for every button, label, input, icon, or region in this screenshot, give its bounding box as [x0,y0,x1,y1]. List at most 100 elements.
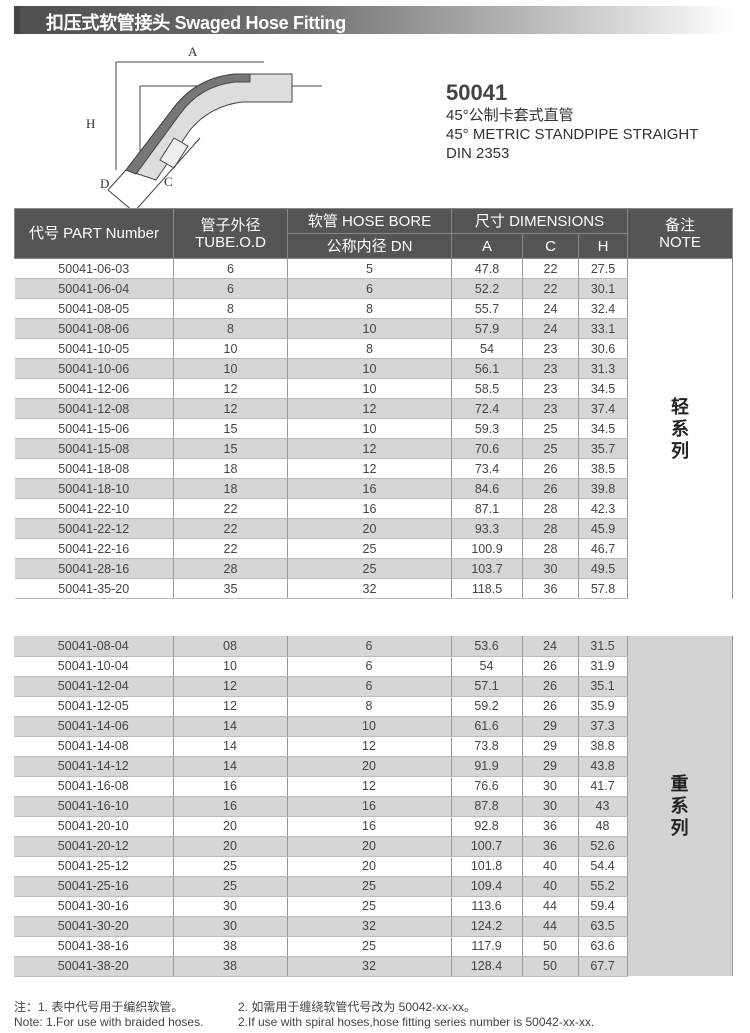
dim-a: 56.1 [451,358,523,379]
tube-od: 15 [173,438,288,459]
part-number: 50041-15-08 [14,438,174,459]
dim-c: 36 [522,816,579,837]
part-number: 50041-22-12 [14,518,174,539]
title-accent [14,6,20,34]
table-row: 50041-12-08 12 12 72.4 23 37.4 [14,398,733,419]
tube-od: 28 [173,558,288,579]
label-d: D [100,176,109,191]
dim-c: 50 [522,936,579,957]
dim-h: 32.4 [578,298,629,319]
dim-a: 87.8 [451,796,523,817]
part-number: 50041-10-05 [14,338,174,359]
dim-h: 38.5 [578,458,629,479]
dim-c: 40 [522,876,579,897]
label-c: C [164,174,173,189]
dim-a: 124.2 [451,916,523,937]
dim-c: 26 [522,458,579,479]
table-row: 50041-22-10 22 16 87.1 28 42.3 [14,498,733,519]
table-row: 50041-18-08 18 12 73.4 26 38.5 [14,458,733,479]
dim-h: 48 [578,816,628,837]
header-tube-en: TUBE.O.D [195,233,266,251]
hose-bore-dn: 32 [287,956,452,977]
table-row: 50041-14-12 14 20 91.9 29 43.8 [14,756,732,777]
dim-c: 30 [522,776,579,797]
tube-od: 30 [173,896,288,917]
header-part-number: 代号 PART Number [14,208,174,259]
dim-c: 23 [522,338,579,359]
hose-bore-dn: 10 [287,716,452,737]
dim-h: 63.6 [578,936,628,957]
dim-h: 27.5 [578,258,629,279]
dim-a: 100.7 [451,836,523,857]
tube-od: 10 [173,656,288,677]
dim-a: 57.1 [451,676,523,697]
series-label-char: 列 [671,440,690,461]
dim-h: 33.1 [578,318,629,339]
heavy-series-table: 50041-08-04 08 6 53.6 24 31.5 重系列 50041-10-04 10… [14,636,733,977]
dim-h: 30.6 [578,338,629,359]
dim-c: 30 [522,796,579,817]
part-number: 50041-25-16 [14,876,174,897]
tube-od: 22 [173,498,288,519]
label-h: H [86,116,95,131]
table-row: 50041-10-06 10 10 56.1 23 31.3 [14,358,733,379]
dim-h: 35.1 [578,676,628,697]
table-row: 50041-10-04 10 6 54 26 31.9 [14,656,732,677]
dim-h: 38.8 [578,736,628,757]
dim-c: 22 [522,278,579,299]
dim-c: 30 [522,558,579,579]
hose-bore-dn: 16 [287,816,452,837]
dim-a: 73.8 [451,736,523,757]
dim-a: 73.4 [451,458,523,479]
part-number: 50041-20-12 [14,836,174,857]
dim-c: 23 [522,398,579,419]
dim-a: 59.3 [451,418,523,439]
dim-c: 26 [522,696,579,717]
part-number: 50041-12-06 [14,378,174,399]
table-row: 50041-16-08 16 12 76.6 30 41.7 [14,776,732,797]
table-row: 50041-38-16 38 25 117.9 50 63.6 [14,936,732,957]
dim-a: 55.7 [451,298,523,319]
product-info: 50041 45°公制卡套式直管 45° METRIC STANDPIPE ST… [446,80,698,163]
hose-bore-dn: 25 [287,538,452,559]
series-label-char: 系 [670,796,689,816]
tube-od: 25 [173,856,288,877]
table-row: 50041-08-06 8 10 57.9 24 33.1 [14,318,733,339]
part-number: 50041-22-16 [14,538,174,559]
dim-c: 44 [522,896,579,917]
product-standard: DIN 2353 [446,145,510,162]
table-row: 50041-12-04 12 6 57.1 26 35.1 [14,676,732,697]
dim-c: 26 [522,656,579,677]
dim-a: 113.6 [451,896,523,917]
dim-h: 46.7 [578,538,629,559]
dim-c: 26 [522,676,579,697]
part-number: 50041-15-06 [14,418,174,439]
header-tube-od: 管子外径 TUBE.O.D [173,208,288,259]
dim-c: 24 [522,318,579,339]
tube-od: 38 [173,936,288,957]
hose-bore-dn: 12 [287,438,452,459]
dim-a: 92.8 [451,816,523,837]
heavy-series-label: 重系列 [627,636,733,976]
tube-od: 08 [173,636,288,657]
header-h: H [577,233,629,259]
table-row: 50041-35-20 35 32 118.5 36 57.8 [14,578,733,599]
dim-a: 87.1 [451,498,523,519]
dim-h: 63.5 [578,916,628,937]
tube-od: 25 [173,876,288,897]
dim-h: 35.9 [578,696,628,717]
series-label-char: 列 [670,818,689,838]
tube-od: 22 [173,518,288,539]
tube-od: 6 [173,278,288,299]
table-row: 50041-28-16 28 25 103.7 30 49.5 [14,558,733,579]
dim-a: 128.4 [451,956,523,977]
dim-a: 47.8 [451,258,523,279]
dim-h: 31.9 [578,656,628,677]
part-number: 50041-18-08 [14,458,174,479]
hose-bore-dn: 16 [287,498,452,519]
table-row: 50041-15-06 15 10 59.3 25 34.5 [14,418,733,439]
header-dimensions: 尺寸 DIMENSIONS [450,208,629,234]
dim-c: 28 [522,518,579,539]
dim-a: 76.6 [451,776,523,797]
tube-od: 22 [173,538,288,559]
